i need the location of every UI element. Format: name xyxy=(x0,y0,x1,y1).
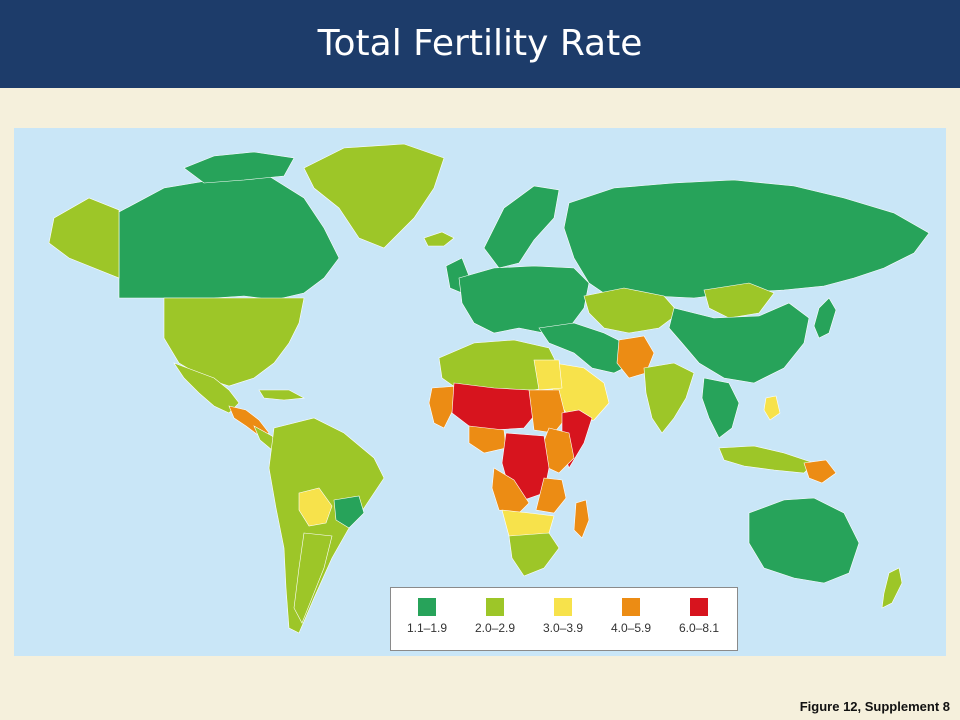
header-bar xyxy=(0,0,960,88)
mongolia xyxy=(703,282,775,319)
brazil-se xyxy=(333,495,365,529)
figure-caption: Figure 12, Supplement 8 xyxy=(799,699,950,714)
new-zealand xyxy=(881,567,903,609)
egypt xyxy=(533,359,563,391)
legend-item: 6.0–8.1 xyxy=(667,598,731,635)
caribbean xyxy=(258,389,306,401)
russia xyxy=(563,179,930,301)
legend-swatch xyxy=(690,598,708,616)
china xyxy=(668,302,810,384)
sahel xyxy=(451,382,540,431)
madagascar xyxy=(573,499,590,539)
legend-item: 1.1–1.9 xyxy=(395,598,459,635)
iceland xyxy=(423,231,455,247)
australia xyxy=(748,497,860,584)
arabia xyxy=(548,362,610,424)
alaska xyxy=(48,197,120,279)
indonesia xyxy=(718,445,815,474)
legend-label: 4.0–5.9 xyxy=(610,621,652,635)
legend-item: 4.0–5.9 xyxy=(599,598,663,635)
india xyxy=(643,362,695,434)
legend-swatch xyxy=(622,598,640,616)
sudan xyxy=(528,389,567,434)
legend-label: 1.1–1.9 xyxy=(406,621,448,635)
philippines xyxy=(763,395,781,421)
mexico xyxy=(173,362,240,414)
bolivia xyxy=(298,487,333,527)
papua xyxy=(803,459,837,484)
map-legend: 1.1–1.9 2.0–2.9 3.0–3.9 4.0–5.9 6.0–8.1 xyxy=(390,587,738,651)
southern-cone xyxy=(293,532,333,624)
south-africa xyxy=(508,532,560,577)
southeast-asia xyxy=(701,377,740,439)
usa xyxy=(163,297,305,387)
world-map xyxy=(14,128,946,656)
europe xyxy=(458,265,590,334)
legend-item: 3.0–3.9 xyxy=(531,598,595,635)
legend-label: 3.0–3.9 xyxy=(542,621,584,635)
scandinavia xyxy=(483,185,560,269)
central-asia xyxy=(583,287,680,334)
page-title: Total Fertility Rate xyxy=(317,23,643,64)
world-map-canvas xyxy=(48,143,930,634)
legend-label: 2.0–2.9 xyxy=(474,621,516,635)
south-america xyxy=(268,417,385,634)
legend-item: 2.0–2.9 xyxy=(463,598,527,635)
japan xyxy=(813,297,837,339)
legend-swatch xyxy=(486,598,504,616)
canada xyxy=(118,172,340,301)
arctic-islands xyxy=(183,151,295,184)
legend-swatch xyxy=(418,598,436,616)
legend-swatch xyxy=(554,598,572,616)
legend-label: 6.0–8.1 xyxy=(678,621,720,635)
greenland xyxy=(303,143,445,249)
east-africa-south xyxy=(535,477,567,514)
gulf-of-guinea xyxy=(468,425,507,454)
